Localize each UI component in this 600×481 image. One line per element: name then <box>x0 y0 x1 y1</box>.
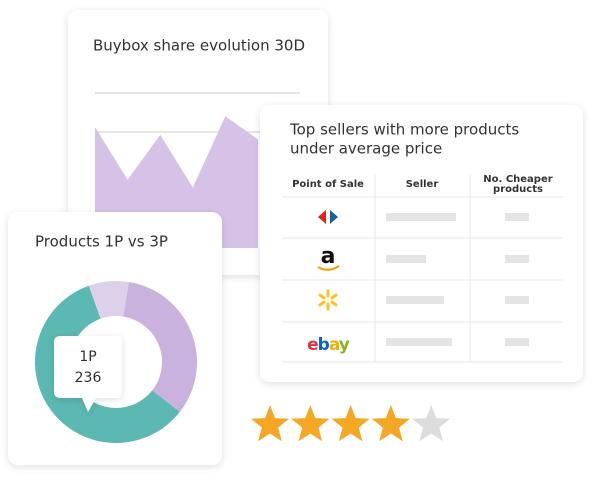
column-header: Point of Sale <box>292 179 364 190</box>
placeholder <box>505 296 529 304</box>
products-card: Products 1P vs 3P 1P 236 <box>8 212 222 465</box>
placeholder <box>505 255 529 263</box>
star <box>291 405 330 442</box>
walmart-logo <box>318 289 338 311</box>
column-header: products <box>493 184 543 195</box>
placeholder <box>386 255 426 263</box>
star <box>412 405 451 442</box>
card-title: under average price <box>290 140 442 158</box>
card-bg <box>260 105 583 382</box>
card-title: Top sellers with more products <box>289 121 519 139</box>
star <box>251 405 289 442</box>
placeholder <box>386 338 452 346</box>
star <box>371 405 410 442</box>
tooltip <box>54 336 122 412</box>
card-title: Buybox share evolution 30D <box>93 37 305 55</box>
card-title: Products 1P vs 3P <box>35 233 168 251</box>
tooltip-value: 236 <box>75 370 102 386</box>
donut-segment <box>123 282 198 412</box>
placeholder <box>505 213 529 221</box>
star <box>331 405 370 442</box>
rating <box>251 405 451 442</box>
tooltip-label: 1P <box>79 349 96 365</box>
donut-segment <box>34 285 180 443</box>
column-header: No. Cheaper <box>483 174 552 185</box>
column-header: Seller <box>406 179 439 190</box>
amazon-logo: a <box>321 244 336 269</box>
placeholder <box>505 338 529 346</box>
amazon-smile <box>317 265 340 271</box>
placeholder <box>386 213 456 221</box>
placeholder <box>386 296 444 304</box>
ebay-logo: ebay <box>307 335 350 355</box>
donut-segment <box>88 281 129 319</box>
carrefour-logo <box>318 210 338 224</box>
top-sellers-card: Top sellers with more products under ave… <box>260 105 583 382</box>
